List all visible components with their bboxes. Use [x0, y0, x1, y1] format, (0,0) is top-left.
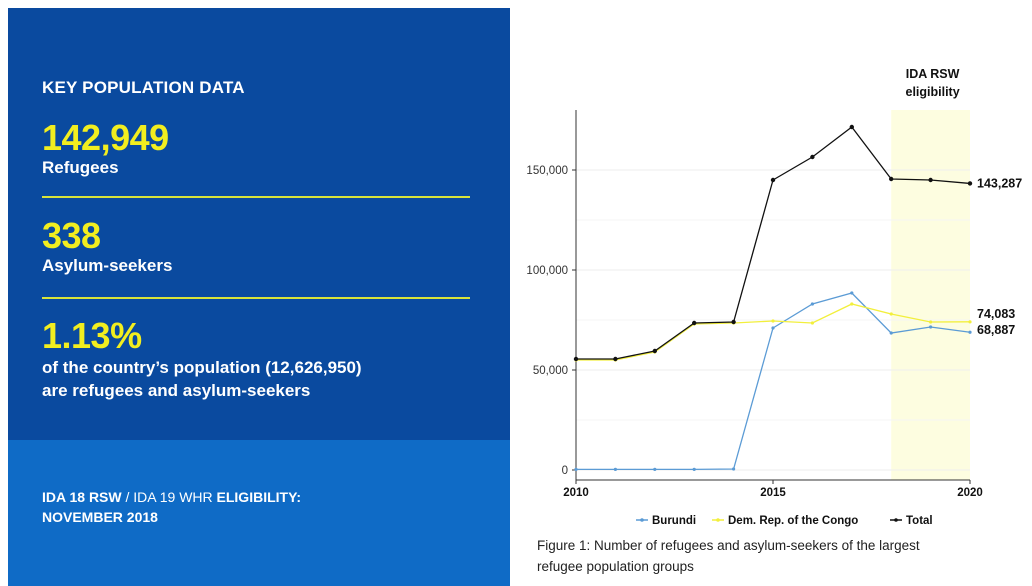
data-point-1-5: [771, 319, 775, 323]
data-point-1-6: [810, 321, 815, 325]
eligibility-band-label-2: eligibility: [906, 85, 960, 99]
data-point-0-7: [850, 291, 854, 295]
data-point-0-4: [732, 467, 736, 471]
y-tick-label-2: 100,000: [526, 265, 568, 277]
percentage-line-1: of the country’s population (12,626,950): [42, 358, 362, 377]
y-tick-label-1: 50,000: [533, 365, 568, 377]
y-tick-label-3: 150,000: [526, 165, 568, 177]
legend-swatch-dot-1: [716, 518, 720, 522]
data-point-0-5: [771, 326, 775, 330]
end-label-1: 74,083: [977, 307, 1015, 321]
legend-label-1: Dem. Rep. of the Congo: [728, 515, 858, 527]
end-label-0: 143,287: [977, 176, 1022, 190]
eligibility-word: ELIGIBILITY:: [216, 489, 302, 505]
legend-swatch-dot-0: [640, 518, 644, 522]
key-data-panel: KEY POPULATION DATA 142,949 Refugees 338…: [8, 8, 510, 586]
eligibility-rsw: IDA 18 RSW: [42, 489, 122, 505]
data-point-2-5: [770, 177, 776, 183]
panel-heading: KEY POPULATION DATA: [42, 78, 245, 97]
eligibility-date: NOVEMBER 2018: [42, 509, 158, 525]
eligibility-whr: / IDA 19 WHR: [121, 489, 217, 505]
y-tick-label-0: 0: [562, 465, 568, 477]
data-point-2-0: [573, 356, 579, 362]
data-point-2-6: [810, 154, 815, 160]
data-point-1-9: [929, 320, 933, 324]
legend-swatch-dot-2: [894, 518, 898, 522]
divider-1: [42, 196, 470, 198]
eligibility-section: [8, 440, 510, 586]
key-data-top-section: [8, 8, 510, 440]
data-point-0-6: [810, 302, 815, 306]
data-point-2-7: [849, 124, 854, 130]
x-tick-label-0: 2010: [563, 487, 589, 499]
data-point-0-10: [968, 330, 972, 334]
end-label-2: 68,887: [977, 323, 1015, 337]
asylum-value: 338: [42, 215, 101, 256]
data-point-2-4: [731, 319, 736, 325]
data-point-0-8: [889, 331, 893, 335]
data-point-2-2: [652, 348, 657, 354]
percentage-value: 1.13%: [42, 315, 142, 356]
asylum-label: Asylum-seekers: [42, 256, 173, 275]
eligibility-band: [891, 110, 970, 480]
data-point-2-3: [692, 320, 697, 326]
data-point-0-0: [574, 467, 578, 471]
figure-caption: Figure 1: Number of refugees and asylum-…: [537, 535, 1027, 577]
caption-line-1: Figure 1: Number of refugees and asylum-…: [537, 538, 920, 553]
divider-2: [42, 297, 470, 299]
data-point-2-10: [967, 181, 973, 186]
eligibility-band-label-1: IDA RSW: [906, 67, 960, 81]
x-tick-label-1: 2015: [760, 487, 786, 499]
data-point-0-9: [929, 325, 933, 329]
data-point-0-3: [692, 467, 696, 471]
refugees-value: 142,949: [42, 117, 169, 158]
caption-line-2: refugee population groups: [537, 559, 694, 574]
x-tick-label-2: 2020: [957, 487, 983, 499]
data-point-2-8: [889, 176, 894, 182]
legend-label-0: Burundi: [652, 515, 696, 527]
legend-label-2: Total: [906, 515, 933, 527]
data-point-2-1: [613, 356, 618, 362]
data-point-0-2: [653, 467, 657, 471]
eligibility-text: IDA 18 RSW / IDA 19 WHR ELIGIBILITY: NOV…: [42, 487, 482, 527]
percentage-line-2: are refugees and asylum-seekers: [42, 381, 311, 400]
data-point-1-10: [968, 320, 972, 324]
data-point-2-9: [928, 177, 933, 183]
data-point-1-8: [889, 312, 893, 316]
refugees-label: Refugees: [42, 158, 119, 177]
data-point-1-7: [850, 302, 854, 306]
data-point-0-1: [613, 467, 618, 471]
